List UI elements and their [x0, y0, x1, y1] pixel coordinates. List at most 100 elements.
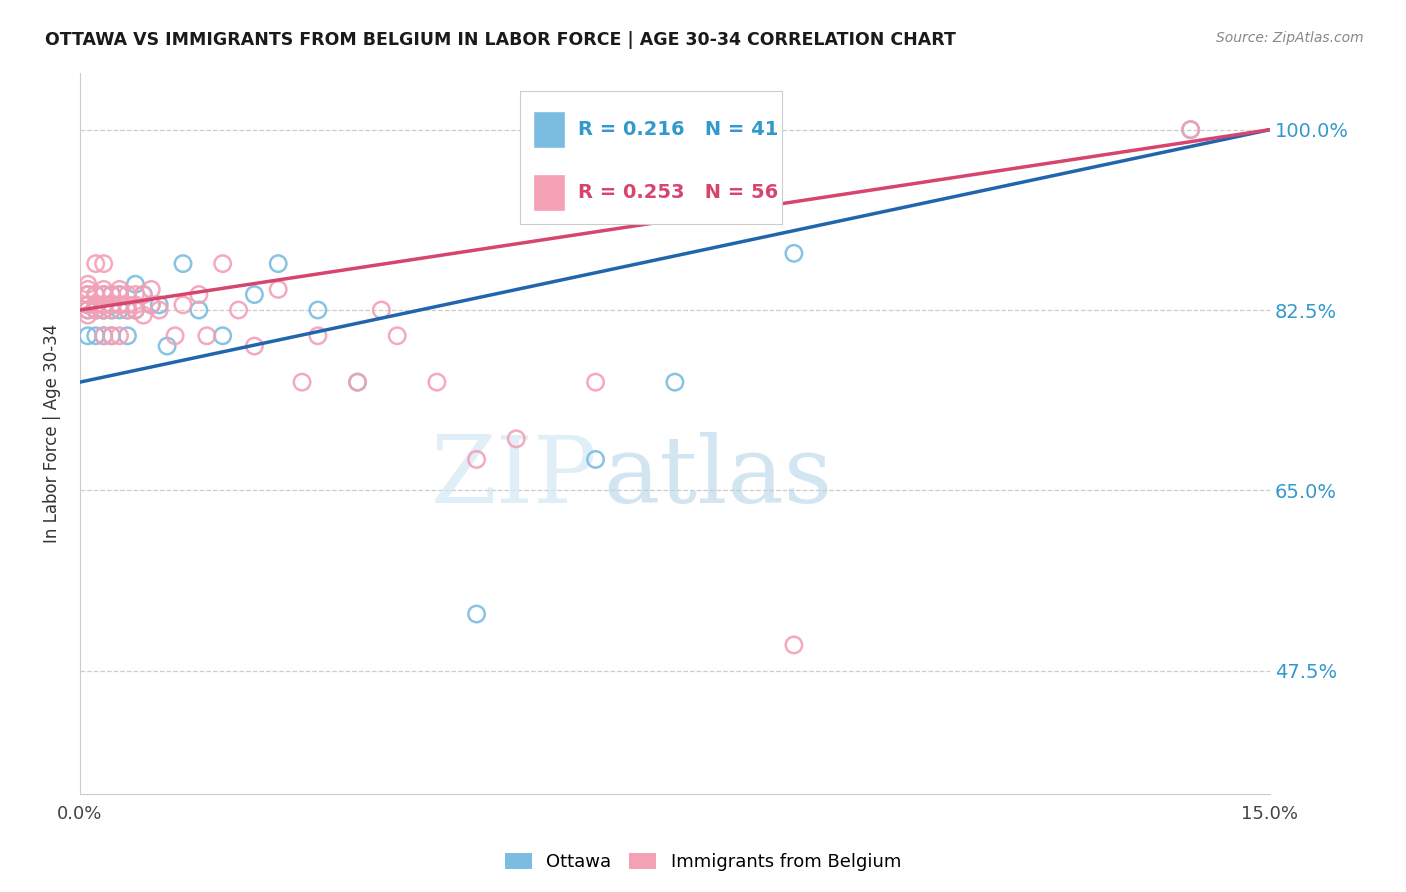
Point — [100, 303, 122, 318]
Point — [267, 282, 290, 296]
Point — [76, 287, 98, 301]
Point — [124, 277, 146, 292]
Point — [76, 287, 98, 301]
Point — [93, 328, 115, 343]
Point — [346, 375, 368, 389]
Point — [195, 328, 218, 343]
Point — [585, 452, 607, 467]
Point — [307, 303, 329, 318]
Point — [76, 277, 98, 292]
Point — [148, 303, 170, 318]
Point — [124, 287, 146, 301]
Point — [93, 282, 115, 296]
Text: OTTAWA VS IMMIGRANTS FROM BELGIUM IN LABOR FORCE | AGE 30-34 CORRELATION CHART: OTTAWA VS IMMIGRANTS FROM BELGIUM IN LAB… — [45, 31, 956, 49]
Point — [346, 375, 368, 389]
Point — [76, 303, 98, 318]
Point — [148, 298, 170, 312]
Point — [141, 298, 163, 312]
Point — [307, 328, 329, 343]
Point — [108, 287, 131, 301]
Point — [84, 303, 107, 318]
Point — [76, 308, 98, 322]
Point — [84, 287, 107, 301]
Point — [93, 287, 115, 301]
Point — [93, 298, 115, 312]
Point — [426, 375, 449, 389]
Point — [465, 452, 488, 467]
Point — [243, 287, 266, 301]
Point — [108, 328, 131, 343]
Point — [108, 282, 131, 296]
Point — [93, 303, 115, 318]
Point — [141, 282, 163, 296]
Point — [267, 257, 290, 271]
Point — [370, 303, 392, 318]
Point — [783, 638, 806, 652]
Text: atlas: atlas — [603, 432, 832, 522]
Point — [783, 246, 806, 260]
Point — [664, 375, 686, 389]
Point — [84, 303, 107, 318]
Point — [100, 287, 122, 301]
Point — [84, 298, 107, 312]
Point — [156, 339, 179, 353]
Point — [100, 328, 122, 343]
Point — [165, 328, 187, 343]
Point — [228, 303, 250, 318]
Point — [108, 287, 131, 301]
Point — [387, 328, 409, 343]
Point — [117, 287, 139, 301]
Point — [124, 303, 146, 318]
Point — [93, 298, 115, 312]
Point — [93, 328, 115, 343]
Point — [84, 287, 107, 301]
Legend: Ottawa, Immigrants from Belgium: Ottawa, Immigrants from Belgium — [498, 846, 908, 879]
Y-axis label: In Labor Force | Age 30-34: In Labor Force | Age 30-34 — [44, 324, 60, 543]
Point — [1180, 122, 1202, 136]
Point — [76, 287, 98, 301]
Point — [108, 298, 131, 312]
Point — [243, 339, 266, 353]
Point — [108, 303, 131, 318]
Point — [211, 257, 233, 271]
Point — [117, 303, 139, 318]
Point — [76, 298, 98, 312]
Point — [117, 298, 139, 312]
Point — [100, 298, 122, 312]
Point — [1180, 122, 1202, 136]
Point — [172, 257, 194, 271]
Point — [187, 287, 209, 301]
Point — [84, 298, 107, 312]
Point — [100, 298, 122, 312]
Point — [108, 298, 131, 312]
Point — [124, 303, 146, 318]
Point — [211, 328, 233, 343]
Point — [291, 375, 314, 389]
Point — [76, 298, 98, 312]
Point — [100, 303, 122, 318]
Point — [93, 287, 115, 301]
Point — [465, 607, 488, 621]
Text: ZIP: ZIP — [430, 432, 598, 522]
Point — [76, 328, 98, 343]
Point — [100, 328, 122, 343]
Point — [132, 308, 155, 322]
Point — [187, 303, 209, 318]
Point — [172, 298, 194, 312]
Point — [141, 298, 163, 312]
Point — [117, 303, 139, 318]
Point — [84, 257, 107, 271]
Point — [585, 375, 607, 389]
Point — [124, 298, 146, 312]
Point — [76, 303, 98, 318]
Point — [84, 328, 107, 343]
Point — [84, 287, 107, 301]
Point — [84, 303, 107, 318]
Point — [93, 303, 115, 318]
Point — [117, 328, 139, 343]
Text: Source: ZipAtlas.com: Source: ZipAtlas.com — [1216, 31, 1364, 45]
Point — [132, 287, 155, 301]
Point — [93, 303, 115, 318]
Point — [132, 287, 155, 301]
Point — [100, 287, 122, 301]
